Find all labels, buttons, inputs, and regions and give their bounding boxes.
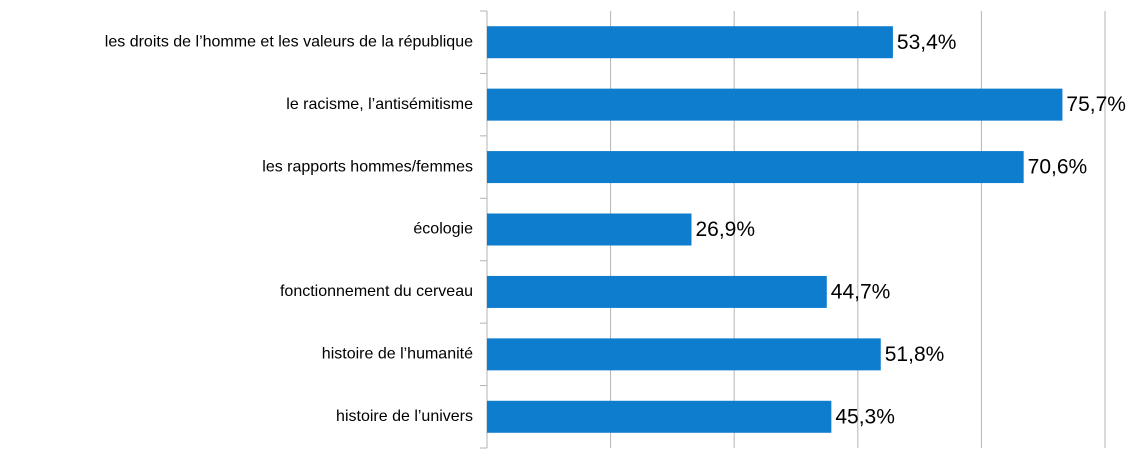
bar	[487, 338, 881, 371]
y-tick-label: fonctionnement du cerveau	[280, 283, 473, 300]
bar	[487, 213, 692, 246]
y-tick-label: les rapports hommes/femmes	[262, 158, 473, 175]
bar	[487, 275, 827, 308]
bar	[487, 88, 1063, 121]
y-tick-label: histoire de l’univers	[336, 408, 473, 425]
y-tick-label: le racisme, l’antisémitisme	[286, 96, 473, 113]
y-tick-label: les droits de l’homme et les valeurs de …	[105, 33, 473, 50]
bar	[487, 400, 832, 433]
value-label: 51,8%	[885, 343, 945, 366]
value-label: 44,7%	[831, 280, 891, 303]
value-label: 26,9%	[695, 218, 755, 241]
y-tick-label: histoire de l’humanité	[322, 346, 473, 363]
bar	[487, 151, 1024, 184]
bar	[487, 26, 893, 59]
value-label: 75,7%	[1066, 93, 1126, 116]
value-label: 53,4%	[897, 31, 957, 54]
value-label: 70,6%	[1028, 156, 1088, 179]
y-tick-label: écologie	[413, 221, 473, 238]
value-label: 45,3%	[835, 405, 895, 428]
